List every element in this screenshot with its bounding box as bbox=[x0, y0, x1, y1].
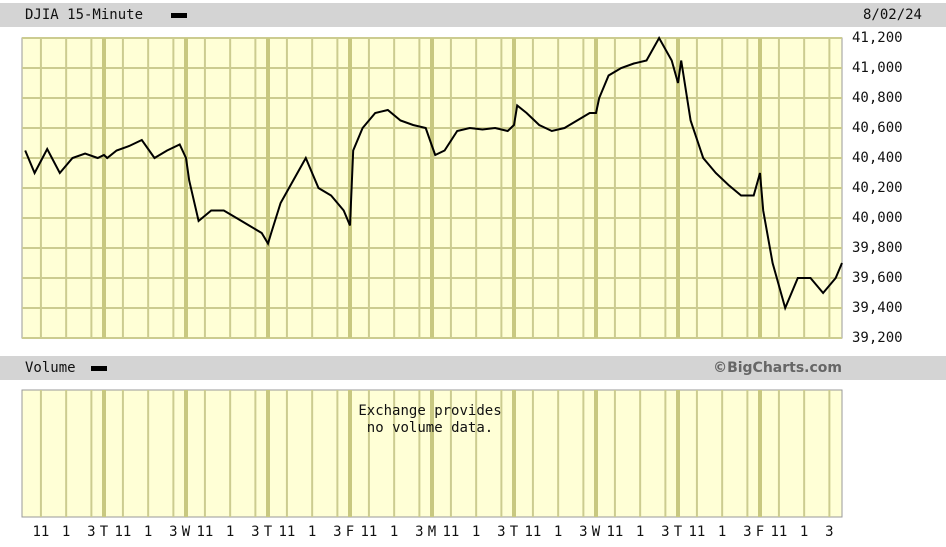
x-tick-label: 1 bbox=[308, 524, 316, 540]
x-tick-label: 3 bbox=[579, 524, 587, 540]
chart-date: 8/02/24 bbox=[863, 7, 922, 23]
x-tick-label: 1 bbox=[390, 524, 398, 540]
x-tick-label: 11 bbox=[278, 524, 295, 540]
x-tick-label: 1 bbox=[636, 524, 644, 540]
x-tick-label: 11 bbox=[360, 524, 377, 540]
x-tick-label: W bbox=[182, 524, 191, 540]
x-tick-label: 11 bbox=[770, 524, 787, 540]
volume-note: no volume data. bbox=[367, 420, 493, 436]
x-tick-label: 3 bbox=[661, 524, 669, 540]
y-tick-label: 40,600 bbox=[852, 120, 903, 136]
volume-swatch bbox=[91, 366, 107, 371]
y-tick-label: 40,200 bbox=[852, 180, 903, 196]
x-tick-label: 3 bbox=[825, 524, 833, 540]
x-tick-label: W bbox=[592, 524, 601, 540]
x-tick-label: 3 bbox=[333, 524, 341, 540]
x-tick-label: 11 bbox=[32, 524, 49, 540]
x-tick-label: 11 bbox=[688, 524, 705, 540]
x-tick-label: 11 bbox=[606, 524, 623, 540]
grid bbox=[22, 37, 842, 517]
y-tick-label: 39,200 bbox=[852, 330, 903, 346]
y-tick-label: 41,200 bbox=[852, 30, 903, 46]
x-tick-label: F bbox=[756, 524, 764, 540]
x-tick-label: F bbox=[346, 524, 354, 540]
copyright: ©BigCharts.com bbox=[713, 360, 842, 376]
y-tick-label: 40,800 bbox=[852, 90, 903, 106]
header-bar bbox=[0, 3, 946, 27]
volume-bar bbox=[0, 356, 946, 380]
x-tick-label: 1 bbox=[62, 524, 70, 540]
legend-swatch bbox=[171, 13, 187, 18]
x-tick-label: 3 bbox=[251, 524, 259, 540]
x-tick-label: T bbox=[264, 524, 273, 540]
x-tick-label: 1 bbox=[554, 524, 562, 540]
x-tick-label: T bbox=[100, 524, 109, 540]
price-line bbox=[24, 35, 843, 312]
x-tick-label: 1 bbox=[472, 524, 480, 540]
x-tick-label: 3 bbox=[415, 524, 423, 540]
x-tick-label: M bbox=[428, 524, 436, 540]
x-tick-label: 11 bbox=[196, 524, 213, 540]
volume-note: Exchange provides bbox=[358, 403, 501, 419]
x-tick-label: 11 bbox=[114, 524, 131, 540]
x-tick-label: T bbox=[510, 524, 519, 540]
x-tick-label: 11 bbox=[442, 524, 459, 540]
x-tick-label: 1 bbox=[226, 524, 234, 540]
y-tick-label: 39,600 bbox=[852, 270, 903, 286]
x-tick-label: 3 bbox=[169, 524, 177, 540]
x-tick-label: 1 bbox=[718, 524, 726, 540]
y-tick-label: 39,800 bbox=[852, 240, 903, 256]
x-tick-label: 3 bbox=[743, 524, 751, 540]
chart-title: DJIA 15-Minute bbox=[25, 7, 143, 23]
x-tick-label: 3 bbox=[497, 524, 505, 540]
volume-title: Volume bbox=[25, 360, 76, 376]
y-tick-label: 40,000 bbox=[852, 210, 903, 226]
y-tick-label: 41,000 bbox=[852, 60, 903, 76]
y-tick-label: 39,400 bbox=[852, 300, 903, 316]
y-tick-label: 40,400 bbox=[852, 150, 903, 166]
x-tick-label: 3 bbox=[87, 524, 95, 540]
x-tick-label: 1 bbox=[800, 524, 808, 540]
x-tick-label: 1 bbox=[144, 524, 152, 540]
x-tick-label: 11 bbox=[524, 524, 541, 540]
x-tick-label: T bbox=[674, 524, 683, 540]
